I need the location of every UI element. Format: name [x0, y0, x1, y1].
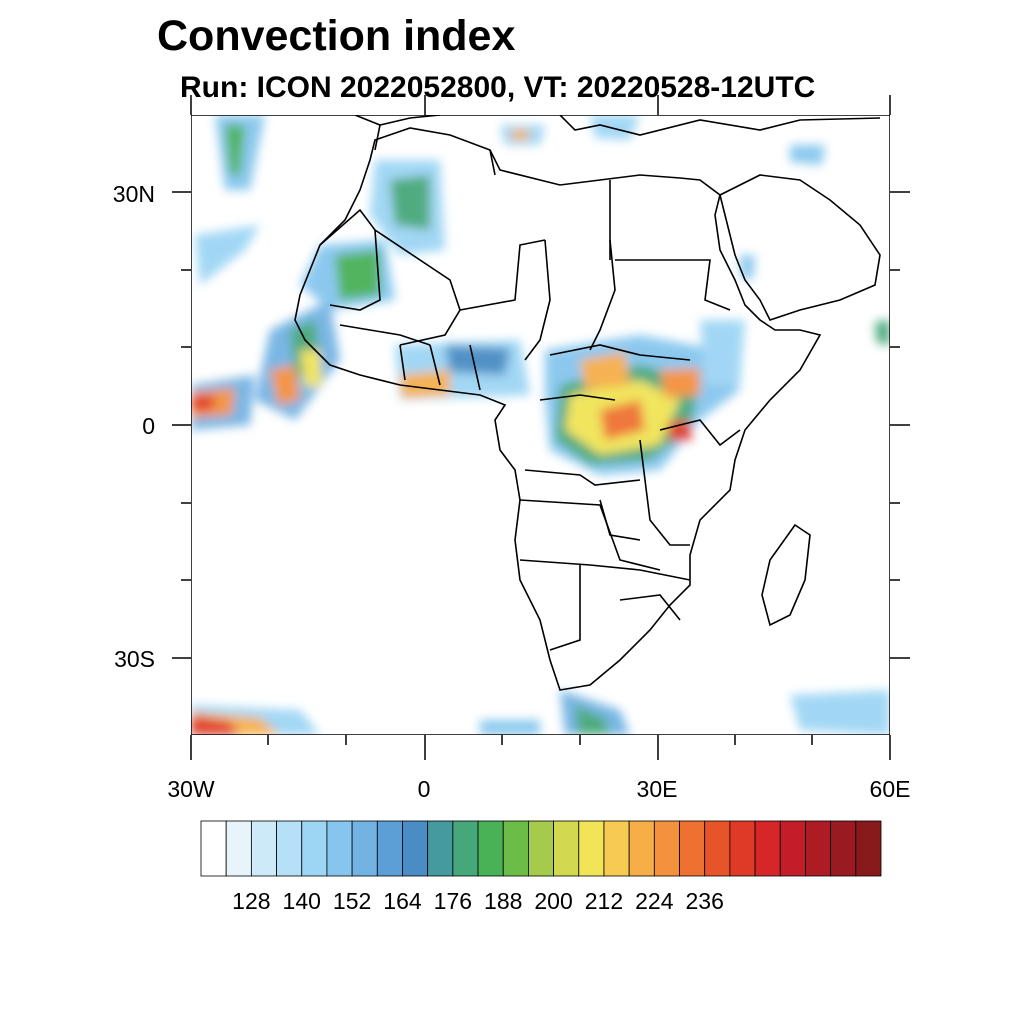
colorbar-swatch [578, 820, 605, 877]
colorbar-swatch [653, 820, 680, 877]
colorbar-label: 212 [584, 888, 624, 914]
colorbar-swatch [225, 820, 252, 877]
convection-field [191, 115, 890, 735]
colorbar-label: 224 [635, 888, 674, 914]
colorbar-swatch [477, 820, 504, 877]
colorbar-swatch [754, 820, 781, 877]
colorbar-swatch [729, 820, 756, 877]
colorbar-swatch [805, 820, 832, 877]
colorbar-swatch [250, 820, 277, 877]
colorbar-label: 152 [332, 888, 372, 914]
colorbar-swatch [704, 820, 731, 877]
colorbar-swatch [830, 820, 857, 877]
colorbar-swatch [427, 820, 454, 877]
lon-label-30w: 30W [167, 776, 215, 802]
colorbar-swatch [276, 820, 303, 877]
colorbar-swatch [502, 820, 529, 877]
colorbar-swatch [679, 820, 706, 877]
lon-label-30e: 30E [636, 776, 678, 802]
colorbar-swatch [301, 820, 328, 877]
lon-label-0: 0 [417, 776, 431, 802]
colorbar-swatch [628, 820, 655, 877]
colorbar-label: 200 [534, 888, 573, 914]
colorbar [200, 820, 882, 877]
chart-title: Convection index [157, 12, 516, 60]
colorbar-label: 188 [484, 888, 523, 914]
colorbar-swatch [452, 820, 479, 877]
lon-label-60e: 60E [869, 776, 911, 802]
colorbar-swatch [200, 820, 227, 877]
colorbar-label: 176 [433, 888, 473, 914]
colorbar-swatch [351, 820, 378, 877]
lat-label-30s: 30S [114, 646, 155, 672]
lat-label-equator: 0 [142, 413, 155, 439]
colorbar-swatch [855, 820, 882, 877]
chart-subtitle: Run: ICON 2022052800, VT: 20220528-12UTC [180, 71, 816, 104]
colorbar-swatch [603, 820, 630, 877]
colorbar-swatch [553, 820, 580, 877]
colorbar-swatch [528, 820, 554, 877]
colorbar-label: 140 [282, 888, 321, 914]
map-panel [191, 115, 890, 735]
colorbar-label: 164 [383, 888, 422, 914]
coastlines [294, 115, 881, 691]
lat-label-30n: 30N [112, 181, 155, 207]
colorbar-swatch [326, 820, 353, 877]
colorbar-label: 128 [232, 888, 271, 914]
colorbar-swatch [779, 820, 806, 877]
colorbar-label: 236 [685, 888, 724, 914]
colorbar-swatch [376, 820, 403, 877]
colorbar-swatch [402, 820, 429, 877]
